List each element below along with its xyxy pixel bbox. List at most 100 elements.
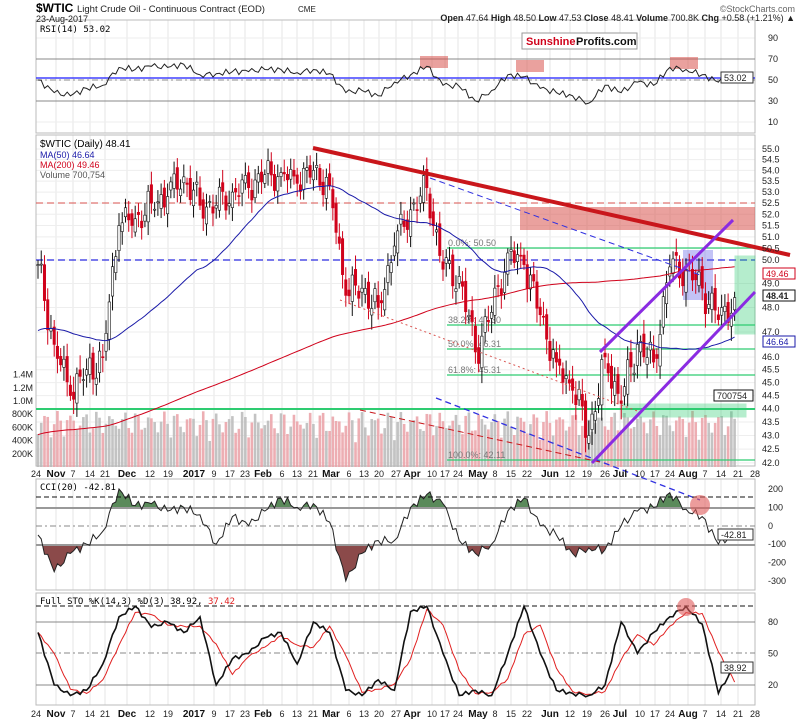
sto-panel <box>35 592 756 706</box>
volume-bar <box>639 416 642 467</box>
candle-body <box>409 209 413 237</box>
candle-body <box>36 264 40 266</box>
rsi-legend: RSI(14) 53.02 <box>40 25 110 35</box>
date-tick: 6 <box>279 469 284 479</box>
candle-body <box>227 203 231 207</box>
candle-body <box>321 181 325 196</box>
cci-tick: 100 <box>768 502 783 512</box>
volume-bar <box>205 420 208 467</box>
candle-body <box>263 174 267 184</box>
candle-body <box>396 230 400 254</box>
volume-bar <box>334 420 338 467</box>
cci-overbought-fill <box>38 489 735 508</box>
date-tick: Jun <box>541 709 559 720</box>
volume-bar <box>626 417 629 467</box>
volume-bar <box>260 428 263 467</box>
volume-bar <box>500 437 503 467</box>
volume-bar <box>376 418 380 467</box>
date-tick: 14 <box>85 709 95 719</box>
date-tick: 21 <box>100 709 110 719</box>
volume-bar <box>62 436 66 467</box>
sto-tick: 80 <box>768 617 778 627</box>
volume-bar <box>143 427 147 467</box>
volume-bar <box>328 430 331 467</box>
candle-body <box>571 378 575 391</box>
date-tick: 14 <box>716 469 726 479</box>
volume-bar <box>338 421 341 467</box>
candle-body <box>156 201 160 204</box>
volume-bars <box>36 410 736 467</box>
price-tick: 54.5 <box>762 155 780 165</box>
price-candles <box>36 148 737 453</box>
volume-bar <box>480 419 484 467</box>
volume-bar <box>535 417 539 467</box>
date-tick: 10 <box>427 469 437 479</box>
volume-bar <box>662 415 665 467</box>
volume-bar <box>681 419 685 467</box>
candle-body <box>567 379 571 384</box>
volume-bar <box>691 410 694 467</box>
price-tick: 52.0 <box>762 209 780 219</box>
volume-bar <box>409 422 412 467</box>
volume-bar <box>671 431 675 467</box>
candle-body <box>237 195 241 197</box>
candle-body <box>681 271 685 287</box>
volume-bar <box>195 436 199 467</box>
candle-body <box>85 369 89 376</box>
price-axis: 55.054.554.053.553.052.552.0 51.551.050.5… <box>762 144 780 468</box>
volume-bar <box>642 422 646 467</box>
date-tick: 24 <box>665 469 675 479</box>
date-tick: 26 <box>600 709 610 719</box>
date-tick: 17 <box>650 709 660 719</box>
volume-bar <box>525 433 529 467</box>
candle-body <box>438 223 442 256</box>
date-tick: 21 <box>100 469 110 479</box>
red-dotted-line <box>339 299 641 413</box>
volume-bar <box>46 416 50 467</box>
date-tick: 27 <box>391 469 401 479</box>
date-tick: 17 <box>650 469 660 479</box>
sto-k-line <box>37 604 736 698</box>
volume-bar <box>428 414 432 467</box>
date-tick: 24 <box>453 709 463 719</box>
price-tick: 42.5 <box>762 444 780 454</box>
price-tick: 54.0 <box>762 165 780 175</box>
volume-bar <box>163 411 166 467</box>
candle-body <box>111 266 115 297</box>
volume-bar <box>276 433 280 467</box>
candle-body <box>528 274 532 290</box>
candle-body <box>564 375 568 379</box>
candle-body <box>519 254 523 257</box>
volume-bar <box>606 429 610 467</box>
volume-bar <box>234 432 237 467</box>
candle-body <box>217 186 221 211</box>
cci-line <box>37 487 735 583</box>
candle-body <box>130 213 134 226</box>
cci-last-tag <box>717 528 754 541</box>
candle-body <box>107 301 111 340</box>
date-tick: 20 <box>374 469 384 479</box>
volume-bar <box>457 424 461 467</box>
volume-bar <box>383 428 386 467</box>
candle-body <box>652 349 656 363</box>
volume-bar <box>156 432 160 467</box>
candle-body <box>613 381 617 396</box>
candle-body <box>425 169 429 189</box>
volume-bar <box>448 425 451 467</box>
volume-tick: 1.0M <box>13 396 33 406</box>
candle-body <box>59 356 63 366</box>
candle-body <box>253 179 257 199</box>
volume-bar <box>419 429 422 467</box>
volume-bar <box>623 413 626 467</box>
candle-body <box>46 299 50 331</box>
volume-bar <box>95 411 98 467</box>
volume-bar <box>506 411 510 467</box>
price-tick: 42.0 <box>762 458 780 468</box>
cci-panel <box>35 478 756 591</box>
sto-tick: 20 <box>768 680 778 690</box>
volume-bar <box>315 437 318 467</box>
volume-bar <box>344 425 348 467</box>
volume-bar <box>684 436 688 467</box>
volume-bar <box>292 414 296 467</box>
candle-body <box>75 373 79 404</box>
